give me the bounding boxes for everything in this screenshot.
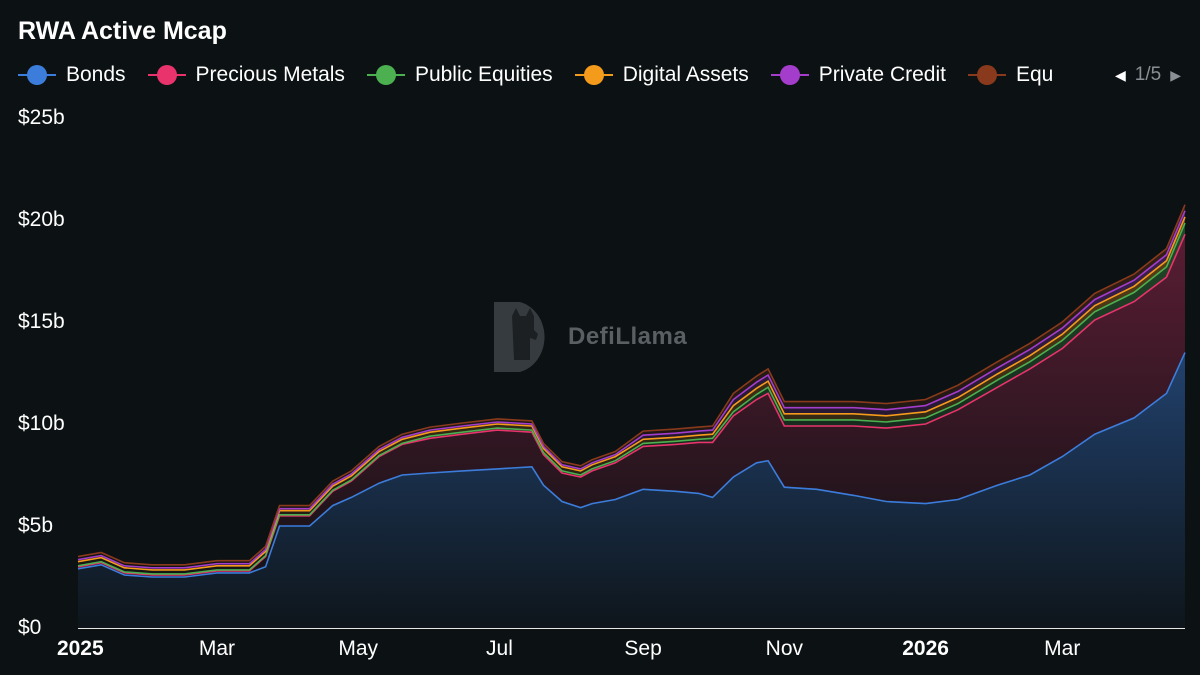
- x-tick-label: Mar: [198, 637, 236, 660]
- area-equ: [78, 204, 1185, 568]
- x-tick-label: May: [338, 637, 379, 660]
- x-tick-label: Mar: [1044, 637, 1081, 660]
- triangle-right-icon[interactable]: ▶: [1170, 66, 1181, 83]
- legend-swatch: [574, 64, 613, 86]
- legend-page-indicator: 1/5: [1134, 64, 1162, 85]
- legend-label: Precious Metals: [195, 63, 345, 86]
- x-tick-label: Sep: [624, 637, 662, 660]
- series-line-private-credit[interactable]: [77, 210, 1186, 569]
- area-bonds: [78, 352, 1185, 628]
- legend-item-precious-metals[interactable]: Precious Metals: [147, 63, 345, 87]
- watermark-text: DefiLlama: [568, 323, 688, 350]
- y-tick-label: $10b: [18, 412, 65, 435]
- y-tick-label: $20b: [18, 208, 65, 231]
- area-precious-metals: [78, 234, 1185, 578]
- legend-item-private-credit[interactable]: Private Credit: [770, 63, 946, 87]
- series-line-public-equities[interactable]: [77, 222, 1186, 575]
- legend-item-bonds[interactable]: Bonds: [18, 63, 126, 87]
- legend: Bonds Precious Metals Public Equities Digit…: [18, 62, 1198, 88]
- legend-label: Equ: [1015, 63, 1054, 86]
- legend-swatch: [18, 64, 56, 86]
- chart-title: RWA Active Mcap: [18, 17, 227, 45]
- series-line-bonds[interactable]: [77, 352, 1186, 578]
- legend-pager: ◀ 1/5 ▶: [1106, 64, 1190, 86]
- legend-swatch: [147, 64, 186, 86]
- series-line-equ[interactable]: [77, 204, 1186, 566]
- x-tick-label: 2025: [56, 637, 104, 660]
- area-private-credit: [78, 210, 1185, 570]
- legend-swatch: [366, 64, 405, 86]
- legend-item-public-equities[interactable]: Public Equities: [366, 63, 553, 87]
- legend-label: Public Equities: [414, 63, 553, 86]
- x-tick-label: Jul: [486, 637, 513, 660]
- x-tick-label: Nov: [765, 637, 804, 660]
- legend-label: Digital Assets: [622, 63, 749, 86]
- triangle-left-icon[interactable]: ◀: [1115, 66, 1126, 83]
- y-tick-label: $0: [18, 616, 42, 639]
- legend-item-equ[interactable]: Equ: [967, 63, 1054, 87]
- legend-label: Private Credit: [818, 63, 946, 86]
- watermark: DefiLlama: [490, 300, 687, 374]
- y-tick-label: $5b: [18, 514, 54, 537]
- x-tick-label: 2026: [902, 637, 949, 660]
- llama-logo-icon: [494, 302, 545, 372]
- area-digital-assets: [78, 216, 1185, 574]
- legend-item-digital-assets[interactable]: Digital Assets: [574, 63, 749, 87]
- legend-items: Bonds Precious Metals Public Equities Digit…: [18, 63, 1090, 87]
- y-tick-label: $15b: [18, 310, 65, 333]
- legend-swatch: [967, 64, 1006, 86]
- legend-label: Bonds: [66, 63, 126, 86]
- legend-swatch: [770, 64, 809, 86]
- y-tick-label: $25b: [18, 106, 65, 129]
- series-line-digital-assets[interactable]: [77, 216, 1186, 571]
